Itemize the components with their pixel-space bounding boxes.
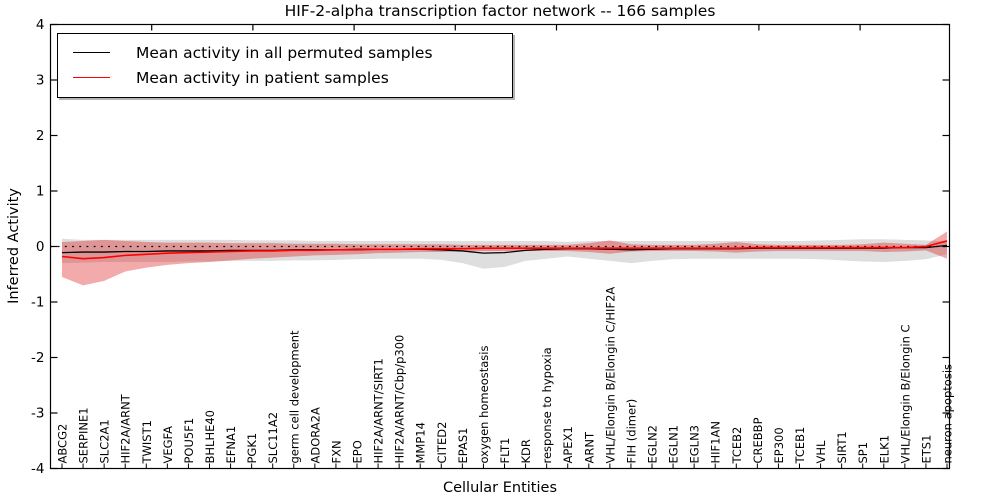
legend-line-sample	[73, 52, 110, 53]
category-label: ABCG2	[56, 424, 70, 464]
y-axis-label: Inferred Activity	[6, 188, 22, 304]
category-label: ETS1	[919, 435, 933, 464]
category-label: VEGFA	[161, 426, 175, 464]
category-label: HIF2A/ARNT/Cbp/p300	[393, 335, 407, 464]
legend-line-sample	[73, 77, 110, 78]
category-label: POU5F1	[182, 418, 196, 464]
permuted-std-band	[62, 238, 947, 269]
y-tick-label: 4	[36, 17, 45, 33]
x-axis-label: Cellular Entities	[442, 480, 558, 496]
y-tick-label: 2	[36, 128, 45, 144]
category-label: FLT1	[498, 438, 512, 464]
y-tick-label: 3	[36, 73, 45, 89]
category-label: BHLHE40	[203, 410, 217, 464]
category-label: VHL	[814, 440, 828, 464]
category-label: EFNA1	[224, 426, 238, 464]
y-tick-label: 0	[36, 239, 45, 255]
category-label: FIH (dimer)	[624, 399, 638, 464]
category-label: SLC2A1	[98, 419, 112, 463]
y-tick-label: 1	[36, 184, 45, 200]
category-label: MMP14	[414, 422, 428, 463]
category-label: APEX1	[561, 426, 575, 463]
legend-item: Mean activity in patient samples	[58, 65, 512, 90]
category-label: EPAS1	[456, 428, 470, 464]
patient-std-band	[62, 231, 947, 286]
category-label: HIF2A/ARNT/SIRT1	[372, 358, 386, 463]
category-label: SLC11A2	[266, 412, 280, 464]
category-label: SERPINE1	[77, 407, 91, 463]
category-label: KDR	[519, 439, 533, 463]
category-label: PGK1	[245, 433, 259, 464]
legend-item: Mean activity in all permuted samples	[58, 40, 512, 65]
category-label: EPO	[351, 440, 365, 463]
category-label: FXN	[329, 440, 343, 463]
category-label: VHL/Elongin B/Elongin C/HIF2A	[603, 287, 617, 464]
category-label: EP300	[772, 427, 786, 463]
category-label: EGLN2	[646, 425, 660, 464]
y-tick-label: -2	[31, 350, 44, 366]
category-label: neuron apoptosis	[941, 364, 955, 464]
y-tick-label: -4	[31, 461, 44, 477]
category-label: ADORA2A	[308, 407, 322, 463]
category-label: ARNT	[582, 431, 596, 463]
category-label: CITED2	[435, 422, 449, 464]
category-label: EGLN1	[667, 425, 681, 464]
category-label: VHL/Elongin B/Elongin C	[898, 324, 912, 463]
category-label: germ cell development	[287, 330, 301, 464]
y-tick-label: -3	[31, 406, 44, 422]
chart-title: HIF-2-alpha transcription factor network…	[284, 2, 716, 20]
category-label: TCEB2	[730, 427, 744, 465]
legend: Mean activity in all permuted samples Mea…	[57, 33, 513, 98]
y-tick-label: -1	[31, 295, 44, 311]
category-label: TCEB1	[793, 427, 807, 465]
category-label: TWIST1	[140, 420, 154, 464]
category-label: response to hypoxia	[540, 347, 554, 463]
legend-item-label: Mean activity in patient samples	[136, 68, 389, 87]
category-label: SP1	[856, 442, 870, 464]
category-label: EGLN3	[688, 425, 702, 464]
patient-mean-line	[61, 240, 948, 260]
category-label: SIRT1	[835, 431, 849, 463]
category-label: HIF2A/ARNT	[119, 393, 133, 463]
category-label: ELK1	[877, 435, 891, 464]
category-label: HIF1AN	[709, 421, 723, 463]
category-label: oxygen homeostasis	[477, 346, 491, 464]
legend-item-label: Mean activity in all permuted samples	[136, 43, 433, 62]
category-label: CREBBP	[751, 417, 765, 463]
